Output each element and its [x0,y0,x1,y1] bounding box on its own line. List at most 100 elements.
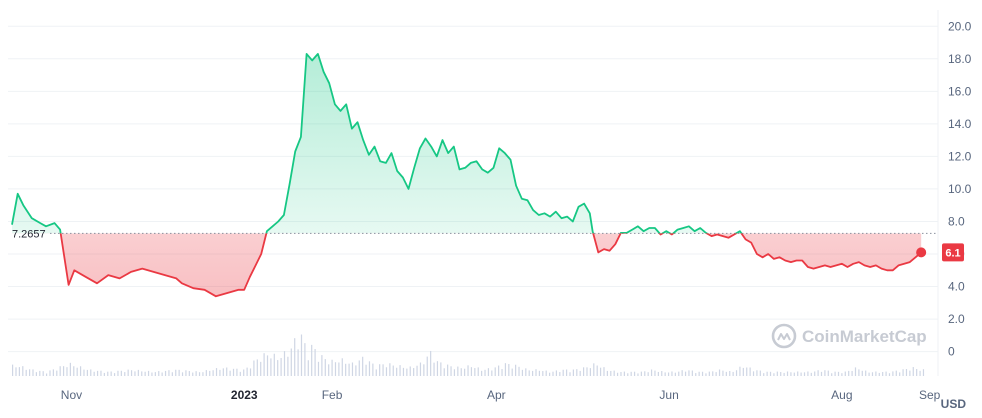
volume-bar [430,350,432,376]
volume-bar [552,371,554,376]
volume-bar [447,364,449,376]
volume-bar [273,353,275,376]
volume-bar [732,371,734,376]
volume-bar [355,365,357,376]
volume-bar [892,371,894,376]
volume-bar [222,368,224,376]
volume-bar [168,370,170,376]
price-lines [11,53,922,298]
volume-bar [739,366,741,376]
volume-bar [324,359,326,376]
volume-bar [484,369,486,376]
volume-bar [158,371,160,376]
volume-bar [181,372,184,376]
volume-bar [521,369,524,376]
volume-bar [433,362,435,376]
volume-bar [637,373,639,376]
volume-bar [76,367,78,376]
volume-bar [413,368,415,376]
volume-bar [569,372,571,376]
volume-bar [209,370,211,376]
volume-bar [18,367,20,376]
volume-bar [790,372,792,376]
volume-bar [705,373,707,376]
volume-bar [684,371,687,376]
volume-bar [205,370,207,376]
volume-bar [382,364,384,376]
price-areas [12,53,922,297]
volume-bar [616,372,619,376]
volume-bar [644,371,646,376]
y-tick-label: 14.0 [948,117,972,131]
volume-bar [453,369,456,376]
volume-bar [871,372,874,376]
volume-bar [15,367,17,376]
volume-bar [321,355,323,376]
volume-bar [725,371,727,376]
volume-bar [562,369,564,376]
volume-bar [304,343,306,376]
volume-bar [742,367,744,376]
volume-bars [12,334,925,376]
volume-bar [532,370,534,376]
volume-bar [464,368,466,376]
volume-bar [96,370,99,376]
volume-bar [905,369,908,376]
volume-bar [283,351,286,376]
volume-bar [810,372,812,376]
volume-bar [49,370,51,376]
volume-bar [902,369,904,376]
volume-bar [498,365,500,376]
volume-bar [681,370,683,376]
volume-bar [749,367,751,376]
volume-bar [22,366,24,376]
volume-bar [73,366,75,376]
volume-bar [45,373,48,376]
volume-bar [239,371,241,376]
volume-bar [715,372,717,376]
volume-bar [348,363,350,376]
volume-bar [338,362,340,376]
volume-bar [141,371,143,376]
volume-bar [35,372,37,376]
volume-bar [559,372,561,376]
volume-bar [664,372,666,376]
volume-bar [610,370,612,376]
volume-bar [385,367,388,376]
volume-bar [260,361,262,376]
volume-bar [317,361,320,376]
volume-bar [90,369,92,376]
volume-bar [28,369,31,376]
volume-bar [708,371,710,376]
volume-bar [834,371,836,376]
volume-bar [127,369,129,376]
volume-bar [365,364,367,376]
volume-bar [807,371,809,376]
volume-bar [93,371,95,376]
volume-bar [246,367,248,376]
current-price-dot [916,247,927,258]
volume-bar [62,366,65,376]
volume-bar [389,363,391,376]
volume-bar [144,371,146,376]
volume-bar [117,370,119,376]
volume-bar [576,369,578,376]
volume-bar [52,369,54,376]
x-tick-label: Jun [659,388,678,402]
volume-bar [42,371,44,376]
volume-bar [844,371,846,376]
volume-bar [270,358,272,376]
x-tick-label: Feb [322,388,343,402]
volume-bar [511,368,513,376]
volume-bar [623,371,625,376]
volume-bar [759,370,761,376]
volume-bar [773,373,775,376]
volume-bar [572,369,574,376]
volume-bar [783,372,785,376]
volume-bar [793,372,795,376]
volume-bar [494,367,496,376]
volume-bar [922,369,925,376]
volume-bar [12,364,14,376]
volume-bar [368,361,371,376]
volume-bar [83,369,85,376]
